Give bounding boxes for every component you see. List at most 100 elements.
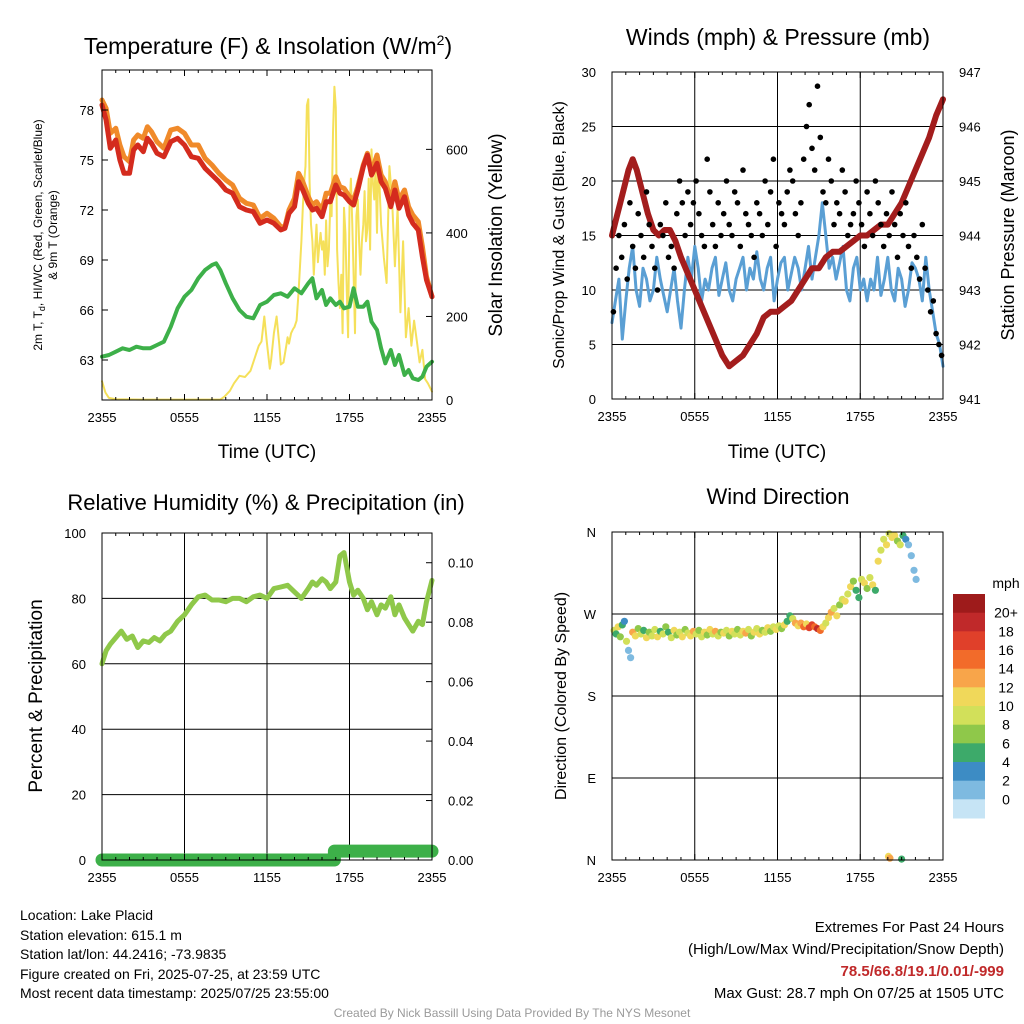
gust-point xyxy=(715,200,721,206)
figure-created: Figure created on Fri, 2025-07-25, at 23… xyxy=(20,965,321,982)
direction-point xyxy=(904,541,913,549)
direction-point xyxy=(902,535,910,543)
x-tick-label: 0555 xyxy=(170,870,199,885)
direction-point xyxy=(874,557,882,565)
legend-swatch xyxy=(953,762,985,782)
gust-point xyxy=(652,265,658,272)
temp-line xyxy=(99,102,435,300)
direction-point xyxy=(616,633,624,641)
direction-point xyxy=(855,594,863,602)
direction-point xyxy=(910,566,918,574)
direction-point xyxy=(753,625,761,633)
extremes-legend: (High/Low/Max Wind/Precipitation/Snow De… xyxy=(688,941,1004,958)
direction-point xyxy=(836,601,844,609)
rh-line xyxy=(99,550,435,667)
gust-point xyxy=(616,232,622,239)
legend-label: 6 xyxy=(1002,735,1010,751)
temp-axis-ticks: 2355 0555 1155 1755 2355 63 66 69 72 75 78 0 200 400 6… xyxy=(80,70,468,425)
gust-point xyxy=(925,287,931,293)
gust-point xyxy=(864,189,870,195)
gust-point xyxy=(891,221,898,228)
left-y-tick-label: 80 xyxy=(72,591,86,606)
wind-direction-chart: Wind Direction 2355 0555 1155 1755 2355NESWN… xyxy=(553,484,1020,885)
gust-point xyxy=(853,178,859,184)
rh-gridlines xyxy=(102,533,432,860)
gust-point xyxy=(795,232,801,239)
direction-point xyxy=(733,625,742,634)
gust-point xyxy=(751,254,757,261)
gust-point xyxy=(914,254,920,261)
gust-point xyxy=(938,352,945,359)
x-tick-label: 2355 xyxy=(88,870,117,885)
gust-point xyxy=(627,200,633,206)
right-y-tick-label: 945 xyxy=(959,174,981,189)
right-y-tick-label: 0.08 xyxy=(448,615,473,630)
left-y-tick-label: 78 xyxy=(80,103,94,118)
gust-point xyxy=(613,265,619,272)
rh-left-axis-label: Percent & Precipitation xyxy=(26,599,47,792)
gust-point xyxy=(654,287,661,293)
legend-label: 12 xyxy=(998,679,1014,695)
right-y-tick-label: 943 xyxy=(959,283,981,298)
legend-label: 18 xyxy=(998,623,1014,639)
gust-point xyxy=(908,265,915,272)
legend-swatch xyxy=(953,612,985,632)
x-tick-label: 2355 xyxy=(598,409,627,424)
gust-point xyxy=(756,210,763,217)
direction-point xyxy=(863,584,871,593)
direction-point xyxy=(822,619,830,627)
x-tick-label: 2355 xyxy=(88,410,117,425)
gust-point xyxy=(850,210,857,217)
right-y-tick-label: 941 xyxy=(959,392,981,407)
left-y-tick-label: 40 xyxy=(72,722,86,737)
gust-point xyxy=(707,189,713,195)
extremes-title: Extremes For Past 24 Hours xyxy=(814,919,1004,936)
legend-label: 16 xyxy=(998,642,1014,658)
legend-label: 10 xyxy=(998,698,1014,714)
direction-point xyxy=(722,626,731,635)
gust-point xyxy=(765,221,771,228)
x-tick-label: 1755 xyxy=(335,410,364,425)
direction-point xyxy=(631,632,640,640)
gust-point xyxy=(900,232,906,239)
direction-point xyxy=(866,574,874,582)
gust-point xyxy=(773,243,779,250)
gust-point xyxy=(814,83,821,89)
x-tick-label: 1755 xyxy=(846,409,875,424)
temp-left-axis-label: 2m T, Td, HI/WC (Red, Green, Scarlet/Blu… xyxy=(31,119,47,350)
x-tick-label: 2355 xyxy=(598,870,627,885)
gust-point xyxy=(933,330,939,337)
gust-point xyxy=(731,189,738,195)
gust-point xyxy=(682,232,688,239)
gust-point xyxy=(803,123,810,130)
gust-point xyxy=(759,232,766,239)
gust-point xyxy=(781,221,788,228)
gust-point xyxy=(894,254,901,261)
direction-point xyxy=(830,604,838,613)
x-tick-label: 1155 xyxy=(764,409,792,424)
gust-point xyxy=(878,221,884,228)
direction-point xyxy=(648,632,656,640)
legend-swatch xyxy=(953,631,985,651)
left-y-tick-label: 66 xyxy=(80,303,94,318)
legend-swatch xyxy=(953,594,985,614)
gust-point xyxy=(798,200,804,206)
direction-point xyxy=(640,626,648,635)
gust-point xyxy=(886,232,892,239)
y-tick-label: S xyxy=(587,689,596,704)
gust-point xyxy=(762,178,768,184)
gust-point xyxy=(806,101,812,108)
gust-point xyxy=(618,254,625,261)
gust-point xyxy=(872,178,879,184)
extremes-summary: Extremes For Past 24 Hours (High/Low/Max… xyxy=(688,917,1004,1005)
left-y-tick-label: 63 xyxy=(80,353,94,368)
station-location: Location: Lake Placid xyxy=(20,907,154,923)
direction-point xyxy=(620,617,629,625)
gust-point xyxy=(811,167,818,173)
direction-point xyxy=(891,532,899,540)
gust-point xyxy=(889,189,895,195)
gust-point xyxy=(629,243,636,250)
direction-points-group xyxy=(610,530,920,863)
gust-point xyxy=(712,243,719,250)
gust-point xyxy=(676,178,683,184)
